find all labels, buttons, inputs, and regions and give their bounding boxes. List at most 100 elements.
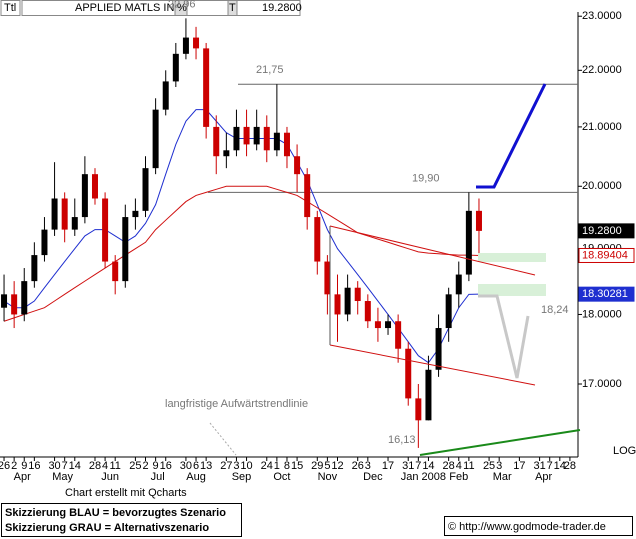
x-tick-label: 14 <box>554 460 566 472</box>
x-tick-label: 28 <box>564 460 576 472</box>
level-label: 18,24 <box>541 304 569 316</box>
candle-body <box>193 37 200 49</box>
x-tick-label: 15 <box>291 460 303 472</box>
x-tick-label: 5 <box>324 460 330 472</box>
candle-body <box>374 321 381 329</box>
candle-body <box>223 150 230 157</box>
x-tick-label: 2 <box>142 460 148 472</box>
x-tick-label: 2 <box>11 460 17 472</box>
zone <box>478 284 546 296</box>
pointer <box>209 422 237 456</box>
x-tick-label: 17 <box>382 460 394 472</box>
x-tick-label: 27 <box>220 460 232 472</box>
price-tag <box>578 247 635 263</box>
trend-line <box>419 429 581 456</box>
candle-body <box>142 168 149 211</box>
x-tick-label: 14 <box>69 460 81 472</box>
x-tick-label: 3 <box>496 460 502 472</box>
legend-note: Skizzierung BLAU = bevorzugtes Szenario <box>5 507 226 519</box>
scale-label: LOG <box>613 445 636 457</box>
candle-body <box>233 126 240 151</box>
x-tick-label: 4 <box>102 460 108 472</box>
source-box <box>444 516 633 536</box>
x-tick-label: 3 <box>233 460 239 472</box>
month-label: Mar <box>493 471 512 483</box>
x-tick-label: 25 <box>483 460 495 472</box>
candle-body <box>31 255 38 282</box>
y-tick-label: 17.0000 <box>582 378 622 390</box>
candle-body <box>324 261 331 295</box>
candle-body <box>455 274 462 295</box>
month-label: Apr <box>535 471 552 483</box>
price-tag-label: 19.2800 <box>582 225 622 237</box>
y-tick-label: 23.0000 <box>582 10 622 22</box>
price-tag-label: 18.30281 <box>582 288 628 300</box>
header-price: 19.2800 <box>262 2 302 14</box>
month-label: Feb <box>449 471 468 483</box>
candle-body <box>344 287 351 315</box>
x-tick-label: 28 <box>443 460 455 472</box>
x-tick-label: 24 <box>261 460 273 472</box>
x-tick-label: 7 <box>62 460 68 472</box>
candle-body <box>304 174 311 218</box>
candle-body <box>354 287 361 302</box>
candle-body <box>385 321 392 329</box>
candle-body <box>213 126 220 157</box>
candle-body <box>334 294 341 315</box>
y-tick-label: 18.0000 <box>582 308 622 320</box>
candle-body <box>102 198 109 262</box>
candle-body <box>253 126 260 145</box>
month-label: Oct <box>273 471 290 483</box>
candle-body <box>152 109 159 169</box>
x-tick-label: 8 <box>284 460 290 472</box>
candle-body <box>314 217 321 262</box>
candle-body <box>475 210 482 231</box>
month-label: Jun <box>101 471 119 483</box>
x-tick-label: 28 <box>89 460 101 472</box>
legend-note: Skizzierung GRAU = Alternativszenario <box>5 522 209 534</box>
x-tick-label: 9 <box>21 460 27 472</box>
preferred-scenario <box>476 83 547 189</box>
x-tick-label: 1 <box>274 460 280 472</box>
source: © http://www.godmode-trader.de <box>448 521 606 533</box>
x-tick-label: 3 <box>365 460 371 472</box>
candle-body <box>435 328 442 370</box>
zone <box>478 253 546 262</box>
candle-body <box>172 53 179 82</box>
candle-body <box>51 198 58 230</box>
level-label: 22,96 <box>168 0 196 10</box>
legend-box <box>1 503 242 537</box>
month-label: Jul <box>151 471 165 483</box>
month-label: Jan 2008 <box>401 471 446 483</box>
candle-body <box>162 81 169 110</box>
candle-body <box>112 261 119 282</box>
candle-body <box>294 156 301 175</box>
x-tick-label: 10 <box>240 460 252 472</box>
level-label: 19,90 <box>412 172 440 184</box>
y-tick-label: 21.0000 <box>582 121 622 133</box>
header-field: T <box>229 2 236 14</box>
x-tick-label: 6 <box>193 460 199 472</box>
plot-area: 17.000018.000019.000020.000021.000022.00… <box>0 0 635 483</box>
candle-body <box>132 210 139 218</box>
candle-body <box>61 198 68 230</box>
candle-body <box>91 174 98 199</box>
month-label: Dec <box>363 471 383 483</box>
x-tick-label: 11 <box>109 460 120 472</box>
month-label: Aug <box>186 471 206 483</box>
price-tag <box>578 286 635 302</box>
header-field: % <box>177 2 187 14</box>
candle-body <box>1 294 8 308</box>
candle-body <box>243 126 250 145</box>
x-tick-label: 9 <box>153 460 159 472</box>
y-tick-label: 22.0000 <box>582 64 622 76</box>
x-tick-label: 31 <box>402 460 414 472</box>
x-tick-label: 13 <box>200 460 212 472</box>
x-tick-label: 16 <box>160 460 172 472</box>
price-tag <box>578 223 635 239</box>
y-tick-label: 20.0000 <box>582 180 622 192</box>
candle-body <box>11 294 18 315</box>
candle-body <box>415 398 422 421</box>
